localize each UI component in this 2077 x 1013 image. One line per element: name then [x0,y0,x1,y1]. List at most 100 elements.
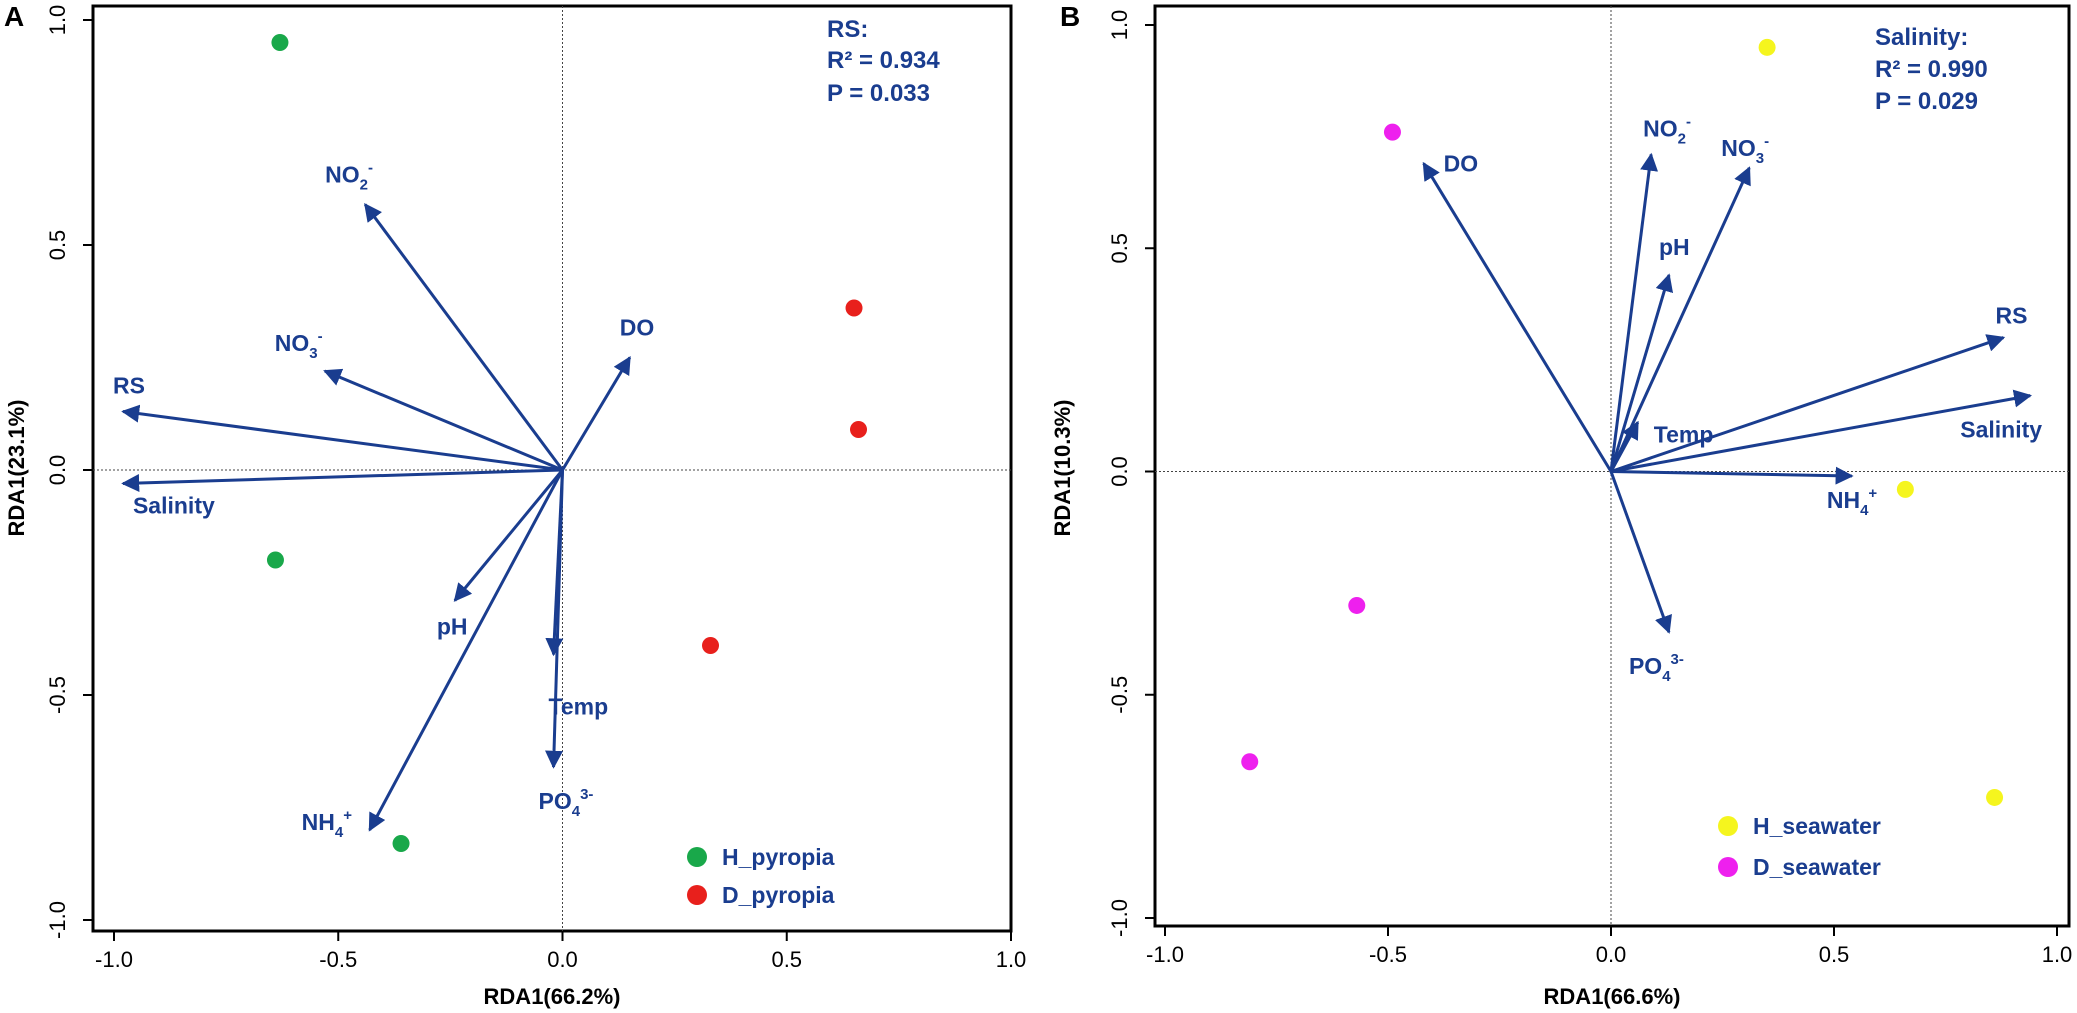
env-label: PO43- [1629,651,1684,685]
y-axis-title: RDA1(23.1%) [4,400,29,537]
env-label: RS [113,373,145,399]
legend-marker [687,847,707,867]
legend-marker [687,885,707,905]
env-label: DO [620,315,655,341]
env-arrow [561,355,632,471]
env-arrow [1610,334,2006,473]
y-tick-label: 1.0 [45,5,70,36]
env-vectors: DO NO2- NO3- pH Temp RS Salinity NH4+ PO43- [1422,113,2042,685]
stat-r2: R² = 0.990 [1875,56,1988,83]
y-tick-label: 0.0 [45,455,70,486]
sample-point [1896,480,1914,498]
stat-p: P = 0.033 [827,80,930,107]
env-label: Temp [549,694,609,720]
y-tick-label: -0.5 [45,676,70,714]
x-tick-label: 0.5 [771,947,802,972]
x-tick-label: -1.0 [1146,942,1184,967]
env-arrow [1609,152,1659,472]
env-arrow [323,368,564,472]
env-label: NO3- [275,328,323,362]
env-arrow [121,404,563,472]
y-tick-label: -1.0 [45,901,70,939]
y-tick-label: 1.0 [1107,10,1132,41]
env-arrow [1609,420,1640,473]
env-arrow [1609,273,1674,472]
legend: H_pyropia D_pyropia [687,844,835,908]
env-label: NH4+ [302,807,353,841]
sample-points [1241,38,2004,806]
axis-ticks: -1.0 -0.5 0.0 0.5 1.0 -1.0 -0.5 0.0 0.5 1.0 [1107,10,2072,967]
env-label: NO2- [1643,113,1691,147]
y-tick-label: -1.0 [1107,899,1132,937]
sample-point [1758,38,1776,56]
y-tick-label: 0.5 [45,230,70,261]
sample-point [392,835,410,852]
x-tick-label: -0.5 [319,947,357,972]
env-label: Salinity [133,493,215,519]
env-label: RS [1995,303,2027,329]
legend: H_seawater D_seawater [1718,813,1881,880]
legend-marker [1718,857,1738,877]
env-arrow [1609,470,1672,634]
panel-letter-a: A [4,1,24,32]
env-arrow [545,469,564,769]
env-label: NH4+ [1827,485,1878,519]
legend-label: H_seawater [1753,813,1881,839]
sample-point [1348,596,1366,614]
env-label: pH [437,614,468,640]
env-label: NO2- [325,160,373,194]
legend-label: D_pyropia [722,882,835,908]
x-tick-label: 0.0 [547,947,578,972]
stat-r2: R² = 0.934 [827,47,940,74]
env-arrow [1610,466,1854,485]
panel-letter-b: B [1060,1,1080,32]
sample-point [1241,753,1259,771]
y-tick-label: -0.5 [1107,676,1132,714]
env-label: pH [1659,234,1690,260]
env-label: DO [1444,150,1479,176]
x-tick-label: 1.0 [996,947,1027,972]
x-tick-label: 1.0 [2042,942,2073,967]
legend-marker [1718,816,1738,836]
env-arrow [121,468,563,492]
env-label: NO3- [1721,133,1769,167]
legend-label: D_seawater [1753,854,1881,880]
stat-p: P = 0.029 [1875,88,1978,115]
stat-annotation: Salinity: R² = 0.990 P = 0.029 [1875,24,1988,115]
env-arrow [1422,161,1613,473]
legend-label: H_pyropia [722,844,835,870]
env-arrow [1610,389,2033,473]
x-axis-title: RDA1(66.2%) [484,984,621,1009]
sample-point [850,421,868,438]
plot-frame [91,4,1013,933]
sample-point [845,299,863,317]
y-axis-title: RDA1(10.3%) [1050,400,1075,537]
env-arrow [363,203,564,471]
stat-annotation: RS: R² = 0.934 P = 0.033 [827,16,940,107]
env-vectors: RS Salinity NO2- NO3- DO pH Temp PO43- NH4+ [113,160,654,842]
sample-point [266,551,284,569]
panel-b: B -1.0 -0.5 0.0 0.5 1.0 -1.0 -0.5 0.0 0.5 1.0 DO N… [1050,1,2072,1009]
stat-title: Salinity: [1875,24,1968,51]
y-tick-label: 0.5 [1107,233,1132,264]
sample-point [271,34,289,51]
panel-a: A -1.0 -0.5 0.0 0.5 1.0 -1.0 -0.5 0.0 0.5 1.0 RS S… [4,1,1026,1009]
env-label: Salinity [1960,417,2042,443]
zero-lines [93,6,1011,931]
env-label: PO43- [539,786,594,820]
sample-point [702,637,720,654]
axis-ticks: -1.0 -0.5 0.0 0.5 1.0 -1.0 -0.5 0.0 0.5 1.0 [45,5,1026,972]
env-label: Temp [1654,421,1714,447]
x-axis-title: RDA1(66.6%) [1544,984,1681,1009]
sample-point [1986,788,2004,806]
sample-points [266,34,868,852]
env-arrow [453,469,564,602]
x-tick-label: -0.5 [1369,942,1407,967]
sample-point [1383,123,1401,141]
x-tick-label: 0.5 [1819,942,1850,967]
env-arrow [368,469,564,832]
x-tick-label: -1.0 [95,947,133,972]
stat-title: RS: [827,16,868,43]
x-tick-label: 0.0 [1596,942,1627,967]
